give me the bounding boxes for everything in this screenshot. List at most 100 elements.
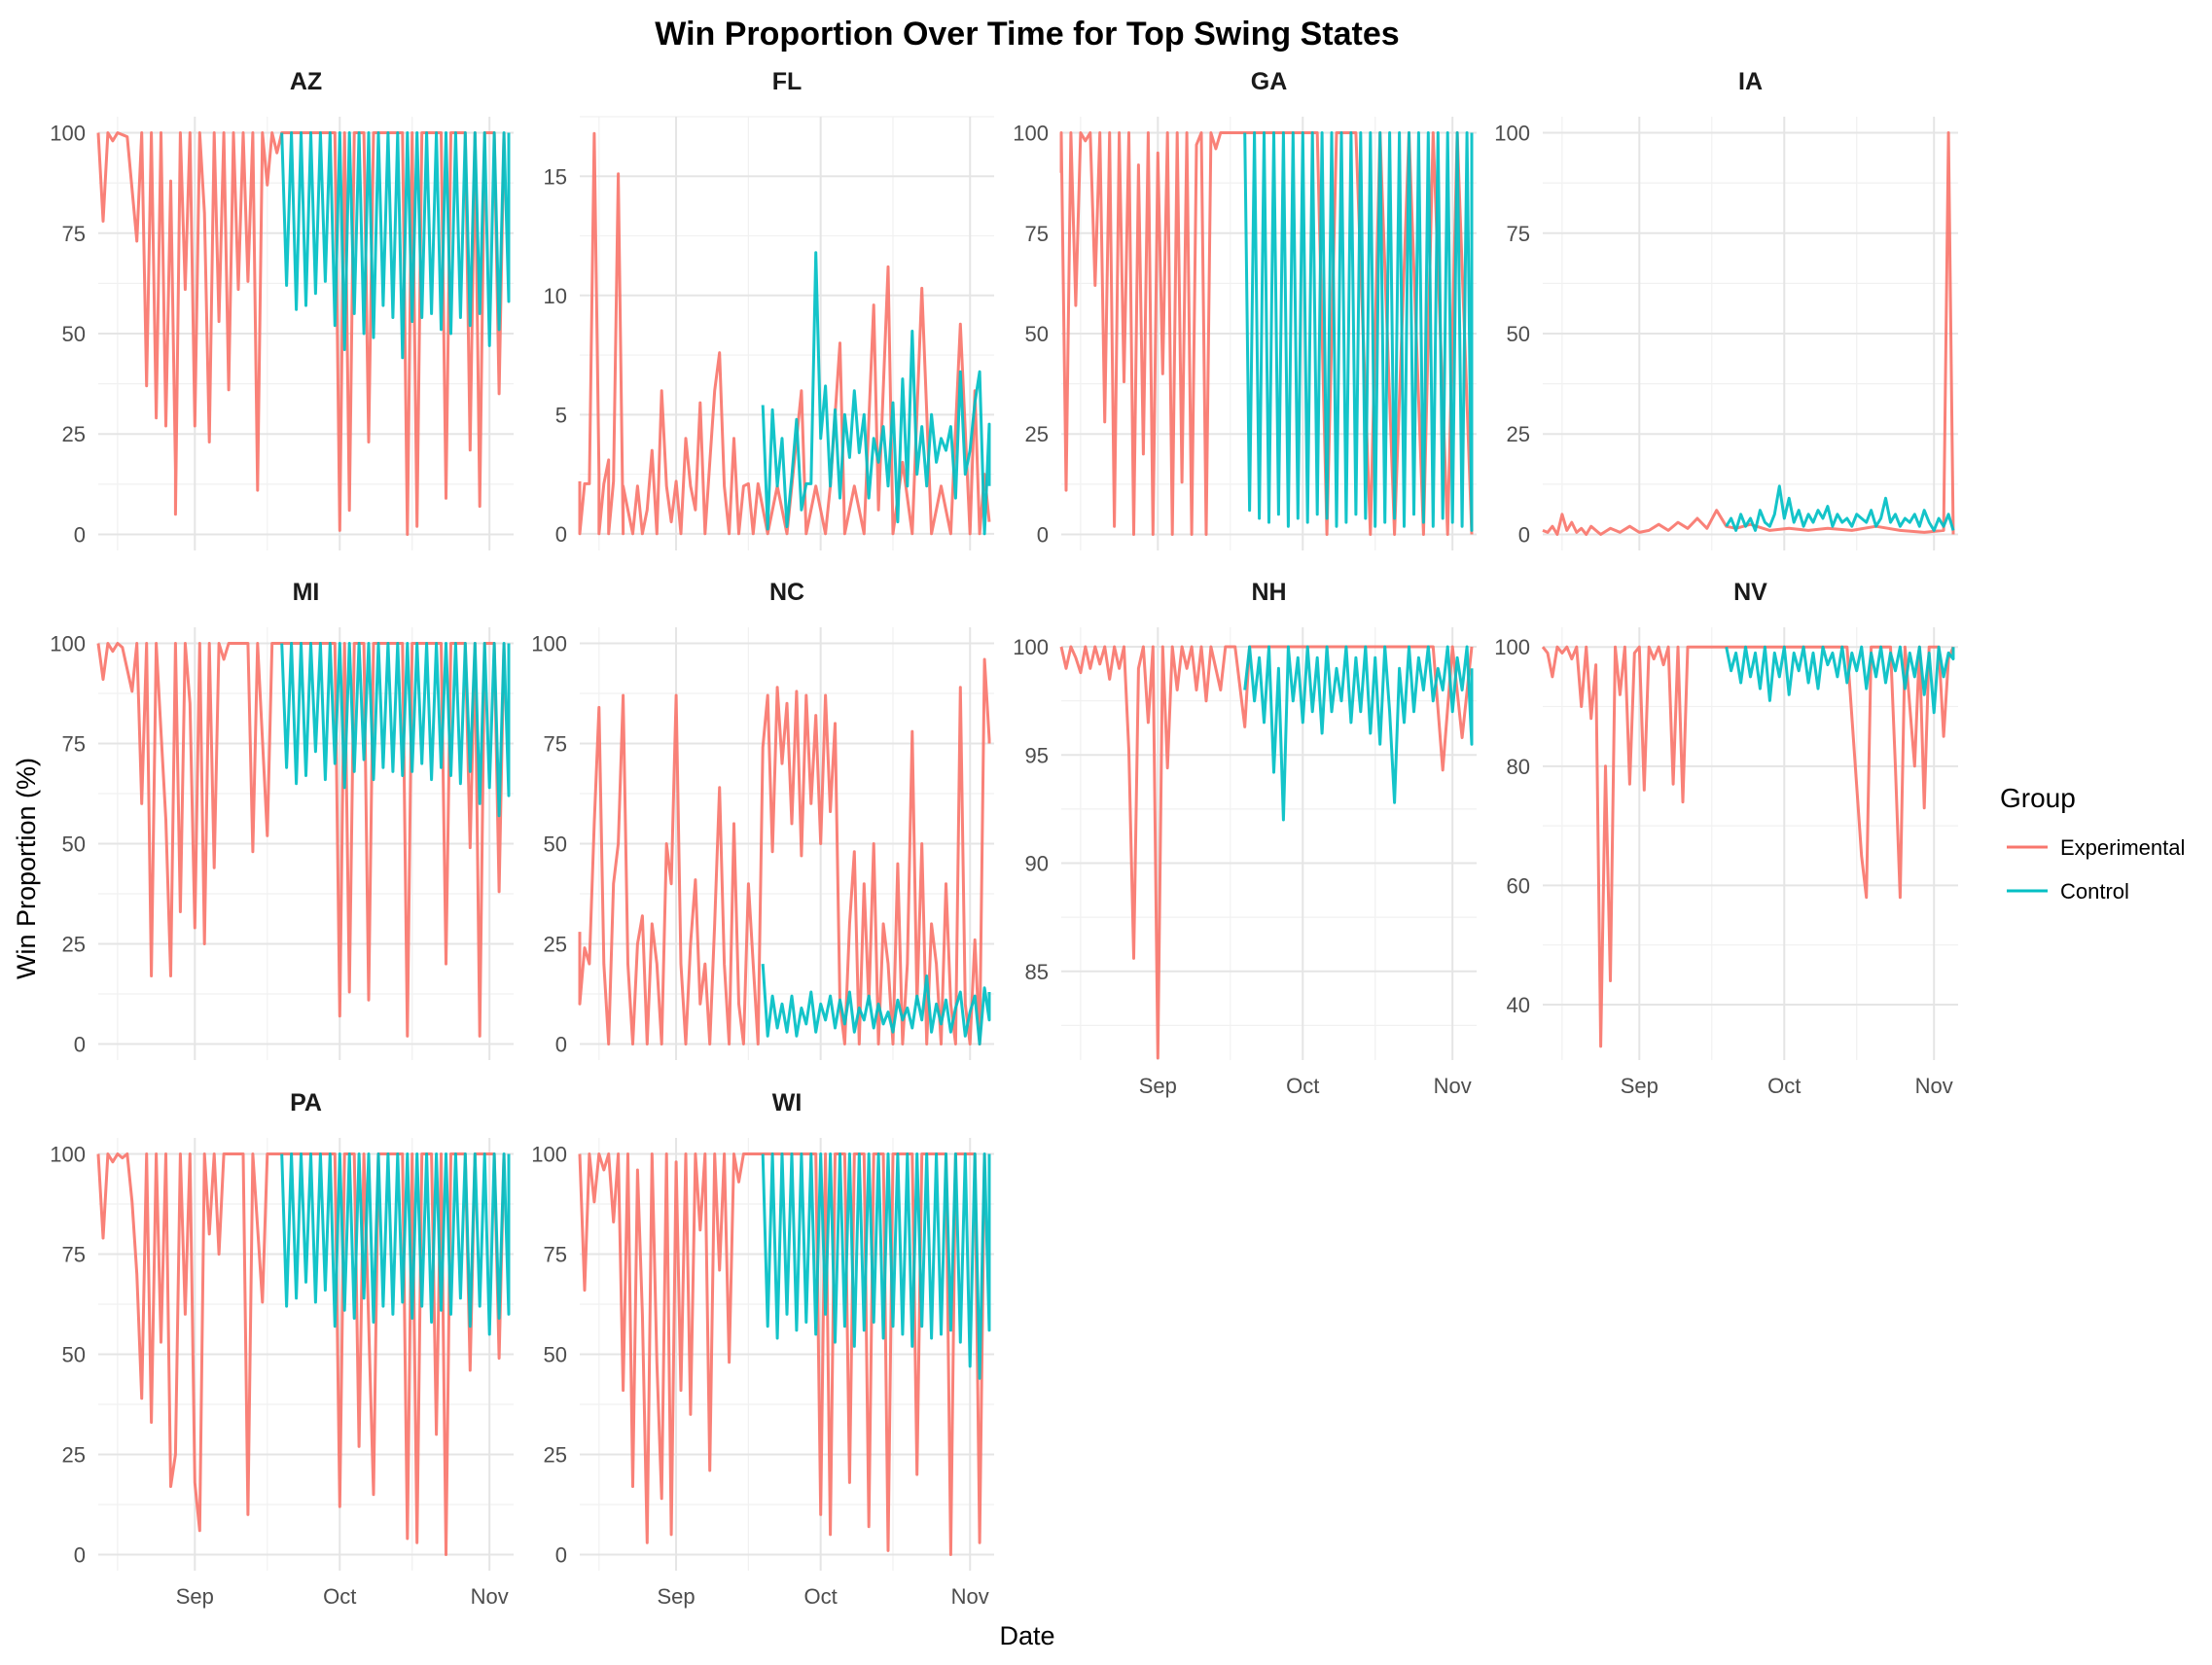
series-line-experimental-pa bbox=[96, 1152, 506, 1556]
y-tick-label: 5 bbox=[555, 403, 567, 427]
series-line-control-nc bbox=[761, 963, 991, 1045]
series-line-control-pa bbox=[280, 1152, 511, 1336]
y-tick-label: 50 bbox=[62, 1343, 86, 1367]
y-tick-label: 100 bbox=[50, 122, 86, 146]
x-tick-label: Sep bbox=[176, 1584, 214, 1609]
y-tick-label: 50 bbox=[544, 1343, 567, 1367]
y-tick-label: 75 bbox=[1507, 222, 1530, 246]
y-tick-label: 75 bbox=[62, 1242, 86, 1266]
x-tick-label: Nov bbox=[471, 1584, 509, 1609]
x-tick-label: Sep bbox=[657, 1584, 695, 1609]
y-axis-title: Win Proportion (%) bbox=[12, 758, 41, 979]
facet-panel-az: AZ 0 25 50 75 100 bbox=[50, 68, 514, 550]
y-tick-label: 100 bbox=[1013, 635, 1049, 659]
series-line-experimental-nc bbox=[578, 657, 991, 1045]
y-tick-label: 100 bbox=[1013, 122, 1049, 146]
facet-strip-label: IA bbox=[1738, 68, 1763, 95]
series-line-experimental-nh bbox=[1059, 645, 1474, 1060]
y-tick-label: 100 bbox=[50, 1142, 86, 1166]
facet-panel-wi: WI 0 25 50 75 100 Sep Oct Nov bbox=[531, 1089, 994, 1609]
x-tick-label: Sep bbox=[1621, 1074, 1659, 1098]
y-tick-label: 100 bbox=[531, 1142, 567, 1166]
y-tick-label: 25 bbox=[544, 933, 567, 957]
legend: Group Experimental Control bbox=[2000, 783, 2185, 903]
x-tick-label: Oct bbox=[804, 1584, 838, 1609]
y-tick-label: 75 bbox=[544, 1242, 567, 1266]
y-tick-label: 50 bbox=[1507, 322, 1530, 346]
facet-strip-label: NH bbox=[1251, 579, 1286, 606]
y-tick-label: 25 bbox=[62, 422, 86, 446]
facet-panel-fl: FL 0 5 10 15 bbox=[544, 68, 994, 550]
facet-strip-label: PA bbox=[290, 1089, 322, 1116]
facet-panel-ia: IA 0 25 50 75 100 bbox=[1494, 68, 1958, 550]
facet-strip-label: NC bbox=[769, 579, 804, 606]
y-tick-label: 25 bbox=[1507, 422, 1530, 446]
series-line-control-nv bbox=[1725, 645, 1955, 715]
facet-strip-label: MI bbox=[293, 579, 320, 606]
x-axis-title: Date bbox=[999, 1621, 1054, 1650]
y-tick-label: 75 bbox=[62, 222, 86, 246]
y-tick-label: 100 bbox=[50, 631, 86, 655]
y-tick-label: 100 bbox=[1494, 122, 1530, 146]
series-line-experimental-nv bbox=[1541, 645, 1955, 1048]
y-tick-label: 0 bbox=[555, 1543, 567, 1568]
y-tick-label: 25 bbox=[62, 933, 86, 957]
y-tick-label: 50 bbox=[544, 832, 567, 857]
facet-strip-label: NV bbox=[1733, 579, 1767, 606]
series-line-control-wi bbox=[761, 1152, 991, 1380]
series-line-experimental-az bbox=[96, 131, 506, 536]
facet-panels: AZ 0 25 50 75 100 FL 0 5 10 15 GA 0 25 50 75 100 IA 0 25 50 7… bbox=[50, 68, 1958, 1609]
y-tick-label: 0 bbox=[1518, 522, 1530, 547]
facet-panel-pa: PA 0 25 50 75 100 Sep Oct Nov bbox=[50, 1089, 514, 1609]
facet-panel-mi: MI 0 25 50 75 100 bbox=[50, 579, 514, 1060]
series-line-experimental-ia bbox=[1542, 131, 1955, 536]
series-line-experimental-mi bbox=[96, 642, 506, 1038]
x-tick-label: Nov bbox=[1915, 1074, 1953, 1098]
y-tick-label: 60 bbox=[1507, 873, 1530, 898]
facet-strip-label: WI bbox=[772, 1089, 803, 1116]
facet-panel-nc: NC 0 25 50 75 100 bbox=[531, 579, 994, 1060]
y-tick-label: 15 bbox=[544, 164, 567, 189]
series-line-control-mi bbox=[280, 642, 511, 818]
series-line-control-ga bbox=[1243, 131, 1474, 532]
chart-title: Win Proportion Over Time for Top Swing S… bbox=[655, 16, 1399, 53]
x-tick-label: Sep bbox=[1139, 1074, 1177, 1098]
series-line-control-ia bbox=[1725, 484, 1955, 532]
y-tick-label: 80 bbox=[1507, 755, 1530, 779]
series-line-experimental-ga bbox=[1059, 131, 1474, 536]
y-tick-label: 25 bbox=[544, 1443, 567, 1468]
series-line-control-fl bbox=[761, 251, 991, 536]
legend-title: Group bbox=[2000, 783, 2076, 813]
facet-strip-label: GA bbox=[1251, 68, 1288, 95]
facet-panel-nh: NH 85 90 95 100 Sep Oct Nov bbox=[1013, 579, 1477, 1098]
y-tick-label: 100 bbox=[531, 631, 567, 655]
x-tick-label: Nov bbox=[1434, 1074, 1472, 1098]
y-tick-label: 0 bbox=[1037, 522, 1049, 547]
facet-strip-label: FL bbox=[772, 68, 803, 95]
y-tick-label: 25 bbox=[1025, 422, 1049, 446]
x-tick-label: Nov bbox=[951, 1584, 989, 1609]
y-tick-label: 0 bbox=[555, 1033, 567, 1057]
legend-label-control: Control bbox=[2060, 879, 2129, 903]
y-tick-label: 50 bbox=[62, 322, 86, 346]
x-tick-label: Oct bbox=[1767, 1074, 1801, 1098]
series-line-control-az bbox=[280, 131, 511, 360]
y-tick-label: 75 bbox=[544, 731, 567, 756]
legend-label-experimental: Experimental bbox=[2060, 835, 2185, 860]
facet-panel-nv: NV 40 60 80 100 Sep Oct Nov bbox=[1494, 579, 1958, 1098]
y-tick-label: 50 bbox=[1025, 322, 1049, 346]
x-tick-label: Oct bbox=[323, 1584, 356, 1609]
y-tick-label: 0 bbox=[74, 1033, 86, 1057]
y-tick-label: 85 bbox=[1025, 960, 1049, 984]
x-tick-label: Oct bbox=[1286, 1074, 1319, 1098]
y-tick-label: 10 bbox=[544, 284, 567, 308]
facet-panel-ga: GA 0 25 50 75 100 bbox=[1013, 68, 1477, 550]
series-line-control-nh bbox=[1243, 645, 1474, 822]
y-tick-label: 25 bbox=[62, 1443, 86, 1468]
y-tick-label: 50 bbox=[62, 832, 86, 857]
facet-strip-label: AZ bbox=[290, 68, 322, 95]
y-tick-label: 0 bbox=[555, 522, 567, 547]
y-tick-label: 75 bbox=[62, 731, 86, 756]
y-tick-label: 75 bbox=[1025, 222, 1049, 246]
y-tick-label: 95 bbox=[1025, 743, 1049, 767]
